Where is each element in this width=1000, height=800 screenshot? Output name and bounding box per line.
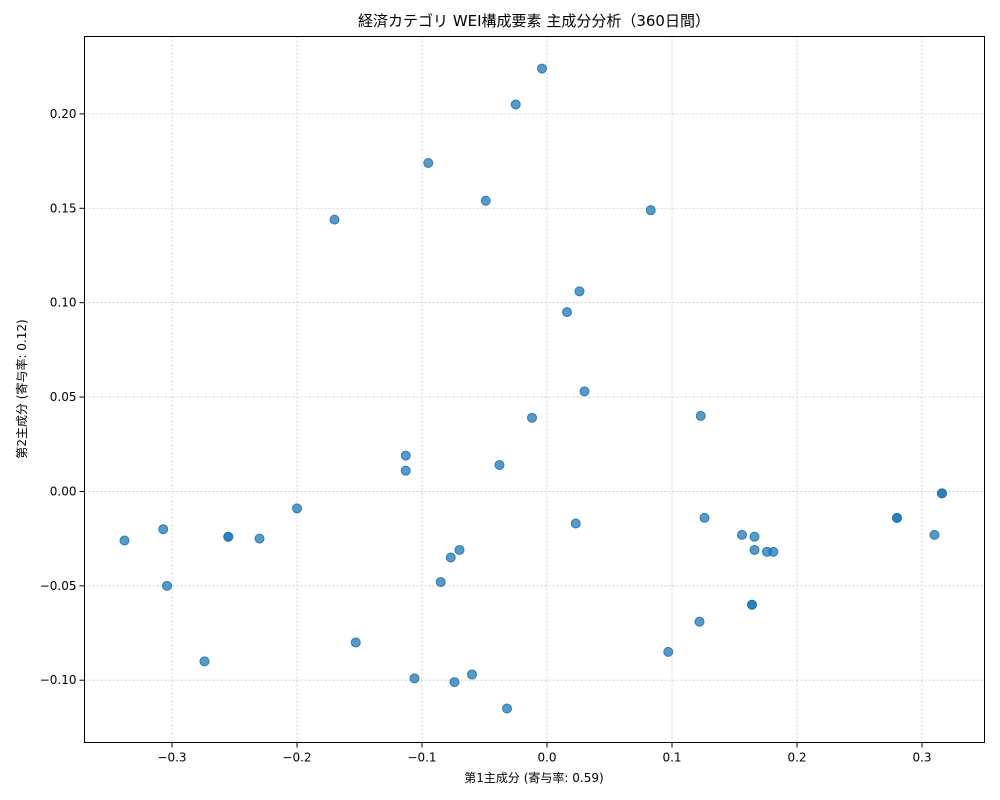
data-point [435,577,446,588]
data-point [694,616,705,627]
data-point [527,412,537,423]
y-axis-ticks: −0.10 −0.05 0.00 0.05 0.10 0.15 0.20 [40,107,85,687]
data-point [562,307,572,318]
data-point [423,157,434,168]
y-tick-label: −0.10 [40,673,77,687]
plot-frame [84,36,985,743]
y-tick-label: −0.05 [40,579,77,593]
data-point [579,386,590,397]
data-point [454,544,465,555]
x-tick-label: −0.2 [282,751,311,765]
data-point [199,656,210,667]
data-point [747,599,757,610]
y-tick-label: 0.05 [50,390,77,404]
data-point [892,512,902,523]
x-tick-label: 0.1 [662,751,681,765]
y-tick-label: 0.20 [50,107,77,121]
data-point [223,531,234,542]
data-point [158,524,169,535]
x-tick-label: 0.3 [912,751,931,765]
data-point [445,552,456,563]
data-point [574,286,585,297]
data-point [119,535,130,546]
x-tick-label: 0.2 [787,751,806,765]
x-axis-label: 第1主成分 (寄与率: 0.59) [464,770,603,785]
data-point [400,450,411,461]
data-point [537,63,547,74]
data-point [645,205,656,216]
chart-title: 経済カテゴリ WEI構成要素 主成分分析（360日間） [358,12,710,30]
data-points [119,63,947,714]
data-point [254,533,265,544]
data-point [467,669,477,680]
data-point [663,646,674,657]
data-point [929,529,940,540]
data-point [737,529,747,540]
data-point [699,512,710,523]
x-axis-ticks: −0.3 −0.2 −0.1 0.0 0.1 0.2 0.3 [157,742,932,765]
x-tick-label: −0.3 [157,751,186,765]
data-point [292,503,302,514]
grid-lines [84,36,985,743]
data-point [749,531,760,542]
data-point [400,465,411,476]
data-point [695,410,706,421]
data-point [350,637,361,648]
data-point [480,195,491,206]
y-tick-label: 0.10 [50,296,77,310]
data-point [749,544,760,555]
data-point [449,677,460,688]
data-point [502,703,512,714]
y-axis-label: 第2主成分 (寄与率: 0.12) [14,319,29,458]
data-point [329,214,340,225]
y-tick-label: 0.15 [50,201,77,215]
data-point [162,580,172,591]
data-point [494,460,505,471]
x-tick-label: −0.1 [407,751,436,765]
data-point [937,488,947,499]
data-point [570,518,581,529]
x-tick-label: 0.0 [537,751,556,765]
data-point [510,99,521,110]
y-tick-label: 0.00 [50,484,77,498]
data-point [768,546,779,557]
data-point [409,673,420,684]
